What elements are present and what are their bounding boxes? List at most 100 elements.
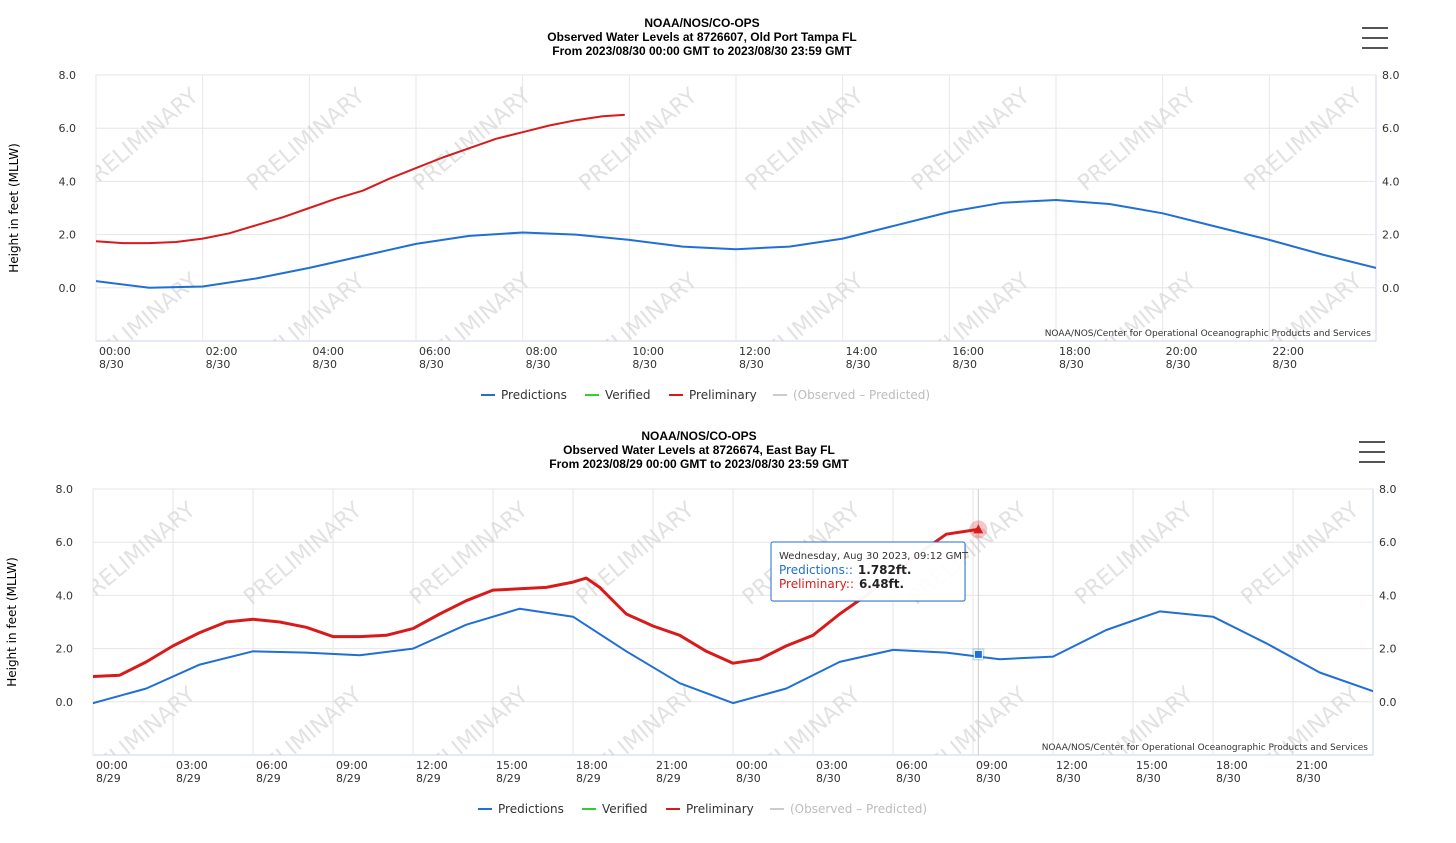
legend-label[interactable]: Predictions [498,802,564,816]
y-axis-label: Height in feet (MLLW) [7,143,21,273]
legend-label[interactable]: (Observed – Predicted) [793,388,930,402]
menu-icon-bar[interactable] [1359,461,1385,463]
x-tick-label-date: 8/29 [496,772,521,785]
x-tick-label-date: 8/30 [1296,772,1321,785]
y-axis-label: Height in feet (MLLW) [5,557,19,687]
legend-label[interactable]: Verified [605,388,651,402]
x-tick-label-date: 8/30 [1216,772,1241,785]
menu-icon[interactable] [1359,441,1385,463]
chart-title: NOAA/NOS/CO-OPS [641,429,756,443]
menu-icon-bar[interactable] [1362,47,1388,49]
x-tick-label-time: 21:00 [1296,759,1328,772]
tooltip-series-value: 1.782ft. [858,563,911,577]
chart-date-range: From 2023/08/29 00:00 GMT to 2023/08/30 … [549,457,849,471]
legend-item-observed-predicted[interactable]: (Observed – Predicted) [773,388,930,402]
x-tick-label-date: 8/30 [1166,358,1191,371]
x-tick-label-date: 8/30 [99,358,124,371]
menu-icon-bar[interactable] [1362,27,1388,29]
x-tick-label-time: 22:00 [1272,345,1304,358]
legend-item-preliminary[interactable]: Preliminary [666,802,754,816]
legend-label[interactable]: Preliminary [686,802,754,816]
x-tick-label-time: 21:00 [656,759,688,772]
x-tick-label-date: 8/30 [526,358,551,371]
x-tick-label-time: 16:00 [952,345,984,358]
series-line-predictions [93,607,1373,705]
x-tick-label-date: 8/30 [1056,772,1081,785]
x-tick-label-time: 15:00 [1136,759,1168,772]
legend-item-preliminary[interactable]: Preliminary [669,388,757,402]
x-tick-label-time: 18:00 [576,759,608,772]
y-tick-label-left: 4.0 [56,589,74,602]
legend-label[interactable]: Predictions [501,388,567,402]
menu-icon-bar[interactable] [1359,451,1385,453]
y-tick-label-right: 2.0 [1382,229,1400,242]
tooltip-series-label: Predictions: [779,563,849,577]
x-tick-label-time: 12:00 [739,345,771,358]
x-tick-label-time: 18:00 [1059,345,1091,358]
x-tick-label-date: 8/30 [846,358,871,371]
x-tick-label-time: 06:00 [896,759,928,772]
legend-label[interactable]: Verified [602,802,648,816]
x-tick-label-time: 12:00 [416,759,448,772]
grid [95,74,1376,341]
x-tick-label-date: 8/29 [576,772,601,785]
legend-item-verified[interactable]: Verified [585,388,651,402]
x-tick-label-time: 15:00 [496,759,528,772]
series-group [93,527,1373,705]
x-tick-label-date: 8/29 [416,772,441,785]
series-line-predictions [96,199,1376,289]
credit-text: NOAA/NOS/Center for Operational Oceanogr… [1045,329,1372,339]
x-tick-label-date: 8/30 [952,358,977,371]
y-tick-label-left: 8.0 [56,483,74,496]
x-tick-label-date: 8/30 [1059,358,1084,371]
y-tick-label-right: 4.0 [1382,175,1400,188]
y-tick-label-left: 6.0 [59,122,77,135]
x-tick-label-time: 10:00 [632,345,664,358]
legend-item-predictions[interactable]: Predictions [478,802,564,816]
x-tick-label-time: 02:00 [206,345,238,358]
hover-marker-predictions [973,649,983,659]
tooltip: Wednesday, Aug 30 2023, 09:12 GMTPredict… [770,541,969,602]
y-tick-label-left: 8.0 [59,69,77,82]
legend-item-observed-predicted[interactable]: (Observed – Predicted) [770,802,927,816]
credit-text: NOAA/NOS/Center for Operational Oceanogr… [1042,743,1369,753]
x-tick-label-time: 14:00 [846,345,878,358]
x-tick-label-date: 8/29 [256,772,281,785]
menu-icon-bar[interactable] [1362,37,1388,39]
tooltip-colon: : [849,563,853,577]
x-tick-label-time: 20:00 [1166,345,1198,358]
tooltip-series-value: 6.48ft. [859,577,904,591]
legend-item-predictions[interactable]: Predictions [481,388,567,402]
y-tick-label-left: 0.0 [59,282,77,295]
y-tick-label-right: 8.0 [1379,483,1397,496]
legend-label[interactable]: (Observed – Predicted) [790,802,927,816]
x-tick-label-date: 8/30 [632,358,657,371]
hover-marker-preliminary [973,524,984,534]
x-tick-label-date: 8/30 [1136,772,1161,785]
menu-icon[interactable] [1362,27,1388,49]
x-tick-label-date: 8/29 [176,772,201,785]
x-tick-label-date: 8/29 [96,772,121,785]
legend-item-verified[interactable]: Verified [582,802,648,816]
menu-icon-bar[interactable] [1359,441,1385,443]
chart-title: NOAA/NOS/CO-OPS [644,16,759,30]
x-tick-label-date: 8/30 [419,358,444,371]
x-tick-label-date: 8/29 [336,772,361,785]
tooltip-box [770,541,966,602]
x-tick-label-time: 09:00 [976,759,1008,772]
legend: Predictions Verified Preliminary (Observed … [481,388,930,402]
chart-subtitle: Observed Water Levels at 8726607, Old Po… [547,30,856,44]
legend: Predictions Verified Preliminary (Observed … [478,802,927,816]
tooltip-colon: : [850,577,854,591]
x-tick-label-date: 8/30 [976,772,1001,785]
x-tick-label-time: 08:00 [526,345,558,358]
x-tick-label-time: 00:00 [736,759,768,772]
x-tick-label-time: 09:00 [336,759,368,772]
y-tick-label-right: 0.0 [1382,282,1400,295]
series-line-preliminary [93,527,980,678]
x-tick-label-date: 8/30 [896,772,921,785]
legend-label[interactable]: Preliminary [689,388,757,402]
